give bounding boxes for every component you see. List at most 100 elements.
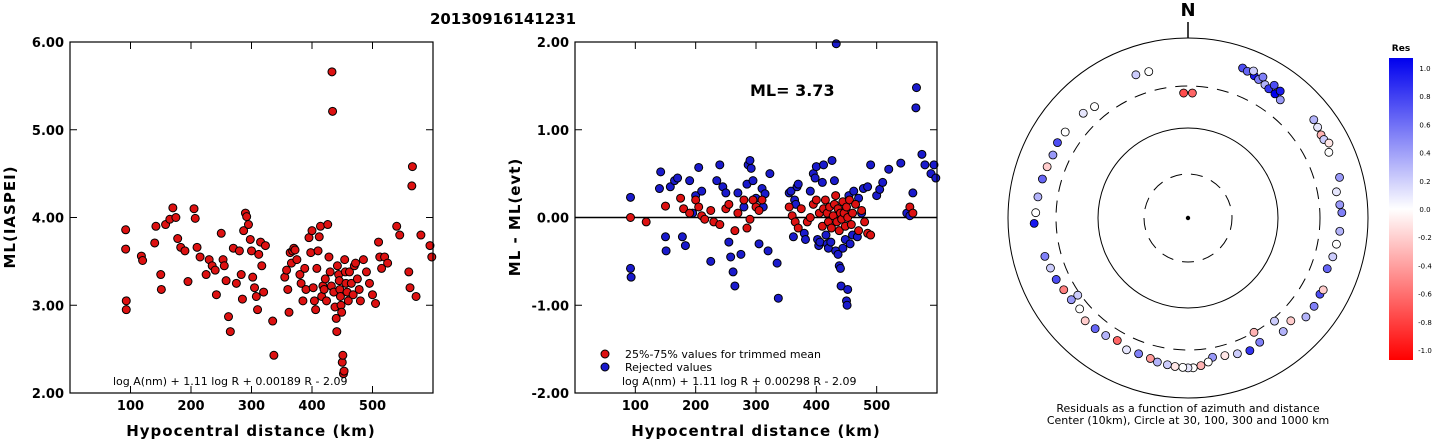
polar-marks — [1029, 63, 1347, 373]
data-point-red — [248, 272, 258, 282]
panel-ml-vs-distance: 100 200 300 400 500 2.00 3.00 4.00 5.00 6.00 log … — [1, 36, 437, 440]
data-point-blue — [815, 237, 825, 247]
y-tick-label: 4.00 — [32, 212, 64, 227]
colorbar-tick-label: 0.8 — [1419, 93, 1430, 101]
data-point-blue — [745, 155, 755, 165]
data-point-red — [216, 228, 226, 238]
data-point-red — [694, 202, 704, 212]
residual-point — [1335, 172, 1344, 182]
data-point-blue — [896, 158, 906, 168]
data-point-red — [404, 267, 414, 277]
data-point-red — [425, 241, 435, 251]
data-point-blue — [819, 160, 829, 170]
data-point-red — [239, 226, 249, 236]
data-point-red — [411, 291, 421, 301]
colorbar-tick-label: -0.6 — [1418, 291, 1432, 299]
residual-point — [1090, 324, 1100, 334]
data-point-red — [195, 252, 205, 262]
data-point-red — [661, 201, 670, 211]
residual-point — [1324, 138, 1334, 148]
panel2-xlabel: Hypocentral distance (km) — [631, 422, 881, 440]
residual-point — [1060, 127, 1070, 137]
colorbar-tick-label: -0.4 — [1418, 262, 1432, 270]
data-point-red — [348, 290, 358, 300]
data-point-red — [358, 255, 368, 265]
residual-point — [1134, 349, 1143, 359]
data-point-red — [253, 305, 263, 315]
data-point-red — [221, 276, 231, 286]
data-point-red — [312, 263, 322, 273]
data-point-red — [395, 230, 405, 240]
data-point-red — [857, 205, 867, 215]
data-point-blue — [748, 176, 758, 186]
data-point-red — [224, 312, 234, 322]
colorbar-tick-label: 0.6 — [1419, 121, 1431, 129]
residual-point — [1040, 251, 1050, 261]
data-point-blue — [826, 237, 836, 247]
data-point-blue — [829, 176, 839, 186]
data-point-red — [259, 287, 269, 297]
data-point-red — [757, 195, 767, 205]
data-point-red — [826, 223, 836, 233]
panel2-marks — [575, 39, 941, 310]
data-point-red — [343, 296, 353, 306]
data-point-red — [242, 212, 252, 222]
residual-point — [1196, 361, 1206, 371]
y-tick-label: 0.00 — [537, 212, 569, 227]
data-point-red — [700, 214, 710, 224]
data-point-red — [192, 242, 202, 252]
data-point-red — [339, 366, 349, 376]
data-point-blue — [786, 186, 796, 196]
residual-point — [1059, 285, 1069, 295]
data-point-red — [374, 237, 384, 247]
data-point-red — [156, 284, 166, 294]
data-point-red — [283, 284, 293, 294]
colorbar-tick-label: -0.2 — [1418, 234, 1432, 242]
residual-point — [1051, 275, 1061, 284]
residual-point — [1170, 362, 1180, 371]
residual-point — [1122, 345, 1131, 355]
data-point-red — [309, 296, 319, 306]
data-point-blue — [845, 239, 855, 249]
data-point-red — [173, 234, 183, 244]
residual-point — [1078, 108, 1088, 118]
panel1-formula: log A(nm) + 1.11 log R + 0.00189 R - 2.0… — [113, 375, 347, 388]
residual-point — [1245, 346, 1255, 356]
data-point-blue — [763, 246, 773, 256]
residual-point — [1048, 150, 1058, 160]
data-point-red — [846, 220, 856, 230]
ml-annotation: ML= 3.73 — [750, 81, 835, 100]
data-point-red — [282, 265, 292, 275]
data-point-red — [243, 220, 253, 230]
data-point-blue — [878, 177, 888, 187]
data-point-blue — [842, 300, 852, 310]
data-point-red — [327, 67, 337, 77]
data-point-red — [138, 255, 148, 265]
data-point-blue — [773, 293, 783, 303]
data-point-red — [320, 274, 330, 284]
y-tick-label: 1.00 — [537, 124, 569, 139]
data-point-blue — [827, 155, 837, 165]
data-point-blue — [817, 177, 827, 187]
data-point-blue — [805, 186, 815, 196]
x-tick-label: 100 — [117, 399, 144, 414]
data-point-red — [784, 202, 794, 212]
residual-point — [1220, 351, 1230, 361]
data-point-red — [676, 193, 686, 203]
data-point-blue — [680, 241, 690, 251]
north-label: N — [1180, 0, 1195, 21]
residual-point — [1275, 86, 1285, 96]
data-point-blue — [838, 243, 848, 253]
panel-azimuth-residuals: N Residuals as a function of azimuth and… — [1007, 0, 1369, 427]
x-tick-label: 100 — [622, 399, 649, 414]
data-point-red — [269, 350, 279, 360]
data-point-red — [796, 204, 806, 214]
data-point-red — [368, 290, 377, 300]
y-tick-label: 6.00 — [32, 36, 64, 51]
data-point-red — [295, 270, 305, 280]
residual-point — [1255, 337, 1265, 347]
data-point-blue — [694, 162, 704, 172]
data-point-red — [257, 261, 267, 271]
data-point-red — [730, 226, 740, 236]
y-tick-label: 2.00 — [537, 36, 569, 51]
